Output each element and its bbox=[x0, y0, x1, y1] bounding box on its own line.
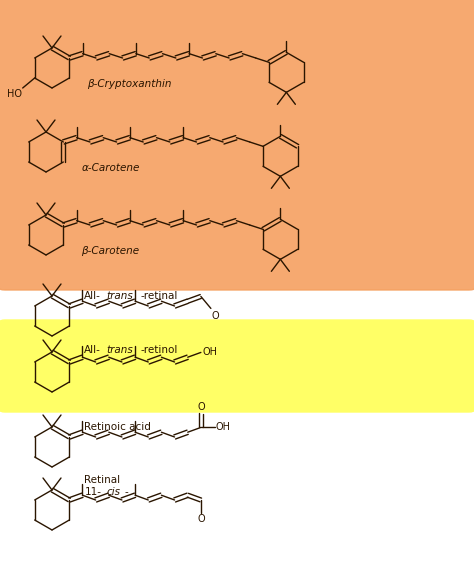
Text: O: O bbox=[212, 311, 219, 321]
Text: 11-: 11- bbox=[84, 487, 101, 497]
Text: -retinal: -retinal bbox=[141, 291, 178, 301]
Text: trans: trans bbox=[106, 345, 133, 355]
Text: β-Carotene: β-Carotene bbox=[82, 246, 139, 256]
Text: β-Cryptoxanthin: β-Cryptoxanthin bbox=[87, 79, 172, 89]
FancyBboxPatch shape bbox=[0, 0, 474, 290]
Text: HO: HO bbox=[7, 89, 22, 99]
Text: O: O bbox=[197, 514, 205, 524]
Text: O: O bbox=[197, 402, 205, 412]
Text: Retinoic acid: Retinoic acid bbox=[84, 422, 151, 432]
Text: α-Carotene: α-Carotene bbox=[82, 163, 140, 173]
Text: -: - bbox=[124, 487, 128, 497]
Text: OH: OH bbox=[216, 423, 231, 433]
Text: All-: All- bbox=[84, 291, 101, 301]
Text: cis: cis bbox=[106, 487, 120, 497]
Text: -retinol: -retinol bbox=[141, 345, 178, 355]
FancyBboxPatch shape bbox=[0, 320, 474, 412]
Text: Retinal: Retinal bbox=[84, 475, 120, 485]
Text: All-: All- bbox=[84, 345, 101, 355]
Text: OH: OH bbox=[203, 347, 218, 357]
Text: trans: trans bbox=[106, 291, 133, 301]
